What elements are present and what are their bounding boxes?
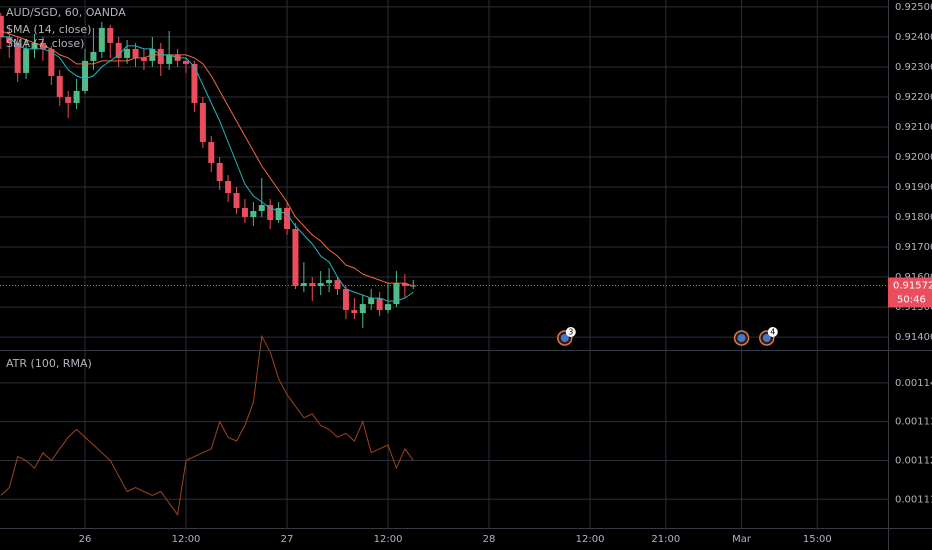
candle-body [401, 283, 408, 287]
candle-body [140, 57, 147, 61]
countdown-label: 50:46 [897, 294, 926, 305]
pane-title: AUD/SGD, 60, OANDA [6, 6, 126, 19]
event-count: 3 [568, 328, 573, 337]
candle-body [98, 27, 105, 52]
x-tick-label: 26 [79, 534, 92, 545]
candle-body [300, 283, 307, 287]
x-tick-label: 28 [483, 534, 496, 545]
candle-body [14, 42, 21, 73]
x-tick-label: 12:00 [172, 534, 201, 545]
candle-body [250, 211, 257, 218]
candle-body [317, 283, 324, 287]
x-tick-label: Mar [732, 534, 752, 545]
candle-body [359, 304, 366, 314]
candle-body [376, 298, 383, 311]
legend-entry: SMA (14, close) [6, 23, 91, 36]
indicator-line [0, 334, 414, 517]
event-badge [767, 327, 778, 337]
event-badge [565, 327, 576, 337]
candle-body [385, 304, 392, 311]
candle-body [31, 42, 38, 49]
candle-body [82, 60, 89, 91]
x-tick-label: 12:00 [374, 534, 403, 545]
candle-body [183, 60, 190, 64]
event-count: 4 [770, 328, 775, 337]
candle-body [258, 205, 265, 212]
x-tick-label: 12:00 [576, 534, 605, 545]
event-icon-inner [737, 334, 746, 342]
last-price-badge [888, 277, 932, 308]
candle-body [0, 15, 4, 37]
indicator-line [0, 30, 414, 287]
candle-body [124, 48, 131, 58]
candle-body [199, 102, 206, 142]
candle-body [132, 48, 139, 58]
event-icon-inner [560, 334, 569, 342]
candle-body [368, 298, 375, 305]
candle-body [292, 229, 299, 287]
candle-body [115, 42, 122, 58]
candle-body [267, 205, 274, 221]
candle-body [275, 208, 282, 221]
candle-body [351, 310, 358, 314]
candle-body [334, 280, 341, 290]
x-tick-label: 27 [281, 534, 294, 545]
indicator-line [0, 36, 414, 302]
x-tick-label: 21:00 [651, 534, 680, 545]
candle-body [157, 48, 164, 64]
candle-body [6, 36, 13, 43]
candle-body [342, 289, 349, 311]
candle-body [191, 63, 198, 103]
pane-title: ATR (100, RMA) [6, 357, 92, 370]
candle-body [107, 27, 114, 43]
y-tick-label: 0.00114 [895, 378, 932, 389]
y-tick-label: 0.92500 [895, 2, 932, 13]
candle-body [23, 48, 30, 73]
candle-body [241, 208, 248, 218]
legend-entry: SMA (7, close) [6, 37, 84, 50]
candle-body [73, 90, 80, 103]
y-tick-label: 0.00111 [895, 494, 932, 505]
candle-body [90, 51, 97, 61]
candle-body [56, 75, 63, 97]
candle-body [393, 283, 400, 305]
y-tick-label: 0.00113 [895, 417, 932, 428]
y-tick-label: 0.00112 [895, 455, 932, 466]
x-tick-label: 15:00 [803, 534, 832, 545]
candle-body [225, 181, 232, 194]
last-price-label: 0.91572 [893, 280, 932, 291]
candle-body [309, 283, 316, 287]
candle-body [233, 193, 240, 209]
candle-body [208, 141, 215, 163]
candle-body [48, 48, 55, 76]
event-icon-inner [762, 334, 771, 342]
candle-body [166, 54, 173, 64]
candle-body [65, 96, 72, 103]
candle-body [216, 162, 223, 182]
candle-body [326, 280, 333, 284]
candle-body [284, 208, 291, 230]
